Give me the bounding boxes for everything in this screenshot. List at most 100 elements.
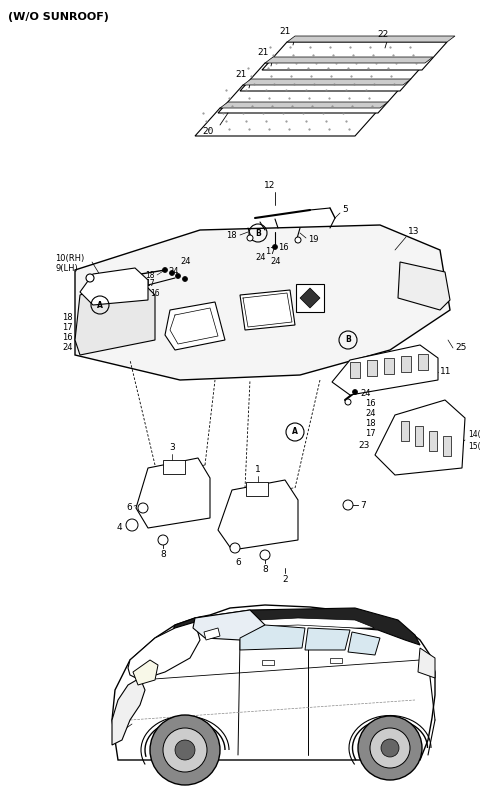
Circle shape	[126, 519, 138, 531]
Polygon shape	[220, 618, 375, 628]
Text: A: A	[97, 301, 103, 309]
Circle shape	[176, 274, 180, 278]
Text: 24: 24	[255, 253, 265, 263]
Circle shape	[169, 271, 175, 275]
Text: 18: 18	[365, 418, 376, 427]
Text: (W/O SUNROOF): (W/O SUNROOF)	[8, 12, 109, 22]
Circle shape	[175, 740, 195, 760]
Text: 4: 4	[116, 524, 122, 532]
Bar	[246, 482, 268, 496]
Bar	[350, 362, 360, 378]
Text: 22: 22	[377, 30, 389, 39]
Circle shape	[370, 728, 410, 768]
Text: 8: 8	[262, 565, 268, 574]
Text: 21: 21	[235, 70, 247, 79]
Circle shape	[381, 739, 399, 757]
Text: 14(RH): 14(RH)	[468, 430, 480, 440]
Text: 19: 19	[308, 236, 319, 244]
Bar	[429, 431, 437, 451]
Polygon shape	[262, 42, 447, 70]
Bar	[384, 358, 394, 374]
Polygon shape	[75, 275, 155, 355]
Text: 2: 2	[282, 575, 288, 584]
Text: B: B	[255, 229, 261, 237]
Circle shape	[352, 389, 358, 395]
Polygon shape	[220, 102, 388, 108]
Text: 12: 12	[264, 181, 276, 190]
Polygon shape	[112, 605, 435, 760]
Circle shape	[343, 500, 353, 510]
Text: 24: 24	[62, 343, 72, 353]
Polygon shape	[240, 290, 295, 330]
Polygon shape	[204, 628, 220, 640]
Polygon shape	[418, 648, 435, 678]
Circle shape	[86, 274, 94, 282]
Bar	[330, 658, 342, 663]
Polygon shape	[375, 400, 465, 475]
Text: 17: 17	[365, 429, 376, 437]
Circle shape	[345, 399, 351, 405]
Polygon shape	[218, 85, 403, 113]
Text: 9(LH): 9(LH)	[55, 263, 78, 273]
Polygon shape	[305, 628, 350, 650]
Text: 5: 5	[342, 206, 348, 214]
Text: 20: 20	[202, 127, 214, 136]
Circle shape	[138, 503, 148, 513]
Polygon shape	[168, 608, 420, 645]
Text: 3: 3	[169, 443, 175, 452]
Text: 7: 7	[360, 501, 366, 509]
Circle shape	[182, 277, 188, 282]
Text: 6: 6	[126, 504, 132, 513]
Polygon shape	[133, 660, 158, 685]
Bar	[367, 360, 377, 376]
Circle shape	[163, 728, 207, 772]
Bar	[415, 426, 423, 446]
Circle shape	[358, 716, 422, 780]
Circle shape	[150, 715, 220, 785]
Text: 25: 25	[455, 343, 467, 353]
Text: 17: 17	[265, 248, 276, 256]
Text: 18: 18	[227, 230, 237, 240]
Polygon shape	[332, 345, 438, 395]
Bar	[401, 421, 409, 441]
Polygon shape	[398, 262, 450, 310]
Bar	[401, 356, 411, 372]
Circle shape	[247, 235, 253, 241]
Text: 16: 16	[365, 399, 376, 407]
Text: 1: 1	[255, 465, 261, 474]
Text: 6: 6	[235, 558, 241, 567]
Polygon shape	[218, 480, 298, 550]
Text: 16: 16	[62, 334, 72, 343]
Text: 8: 8	[160, 550, 166, 559]
Text: 18: 18	[62, 313, 72, 323]
Circle shape	[260, 550, 270, 560]
Text: 23: 23	[358, 441, 370, 449]
Circle shape	[163, 267, 168, 273]
Text: 24: 24	[360, 388, 371, 398]
Text: 26: 26	[252, 484, 262, 493]
Polygon shape	[112, 678, 145, 745]
Polygon shape	[287, 36, 455, 42]
Text: 18: 18	[145, 271, 155, 279]
Text: 24: 24	[270, 258, 280, 267]
Polygon shape	[243, 79, 411, 85]
Bar	[163, 460, 185, 474]
Text: 21: 21	[257, 48, 269, 57]
Circle shape	[295, 237, 301, 243]
Text: A: A	[292, 427, 298, 437]
Text: 24: 24	[365, 408, 375, 418]
Polygon shape	[240, 63, 425, 91]
Polygon shape	[165, 302, 225, 350]
Circle shape	[230, 543, 240, 553]
Text: 13: 13	[408, 228, 420, 237]
Text: 17: 17	[62, 324, 72, 332]
Text: 16: 16	[150, 289, 160, 297]
Text: 24: 24	[168, 267, 179, 277]
Polygon shape	[75, 225, 450, 380]
Bar	[262, 660, 274, 665]
Polygon shape	[348, 632, 380, 655]
Polygon shape	[193, 610, 265, 640]
Polygon shape	[265, 57, 433, 63]
Polygon shape	[195, 108, 380, 136]
Text: 11: 11	[440, 368, 452, 377]
